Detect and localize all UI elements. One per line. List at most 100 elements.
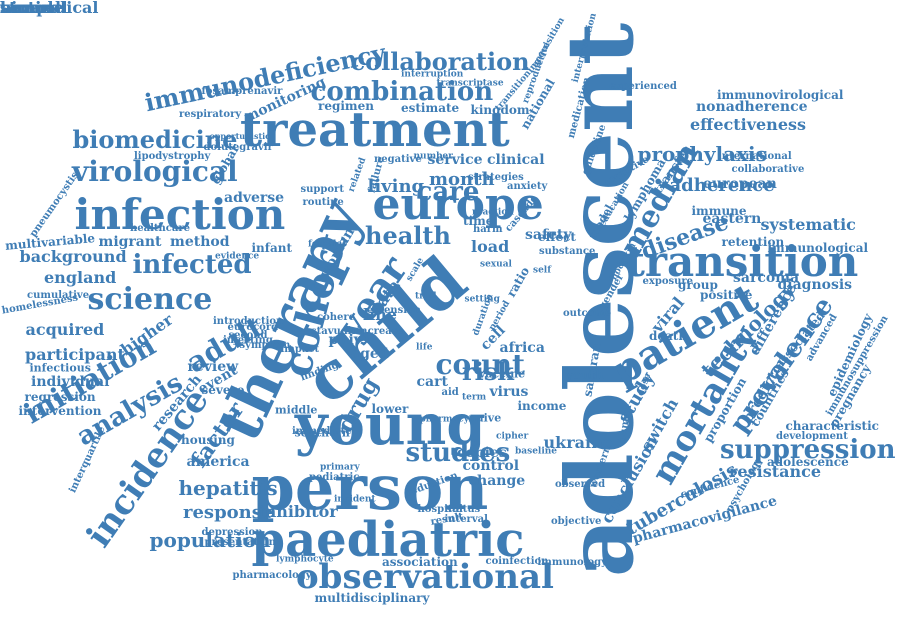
word: biomedical xyxy=(0,0,99,17)
word: collaborative xyxy=(731,164,805,175)
word: estimate xyxy=(401,101,460,115)
word: lymphocyte xyxy=(276,554,334,565)
word: presentation xyxy=(204,537,276,548)
word: care xyxy=(416,177,480,207)
word: risk xyxy=(462,357,514,386)
word: depression xyxy=(201,527,263,538)
word: vertical xyxy=(0,0,68,17)
word: line xyxy=(363,305,397,324)
word: income xyxy=(517,399,567,413)
word: strain xyxy=(0,0,53,17)
word: young xyxy=(295,392,486,458)
word: introduction xyxy=(213,316,284,327)
word: transcriptase xyxy=(436,78,504,89)
word: evidence xyxy=(215,251,260,262)
word: ukraine xyxy=(543,433,613,452)
word: biomedicine xyxy=(72,125,238,154)
word: pneumocystis xyxy=(27,170,81,240)
word: paediatric xyxy=(251,512,525,568)
word: immunovirological xyxy=(717,88,844,102)
word: incident xyxy=(334,494,376,505)
word: infectious xyxy=(29,361,91,375)
word: nonadherence xyxy=(696,99,808,115)
word: immune xyxy=(691,204,747,218)
word: health xyxy=(365,221,451,250)
word: service xyxy=(427,152,483,168)
word: hazard xyxy=(0,0,62,17)
word: international xyxy=(718,151,792,162)
word: science xyxy=(87,282,213,317)
word: fosamprenavir xyxy=(201,86,283,97)
word: housing xyxy=(181,433,235,447)
word: change xyxy=(468,473,526,489)
word: baseline xyxy=(515,446,558,457)
word: adverse xyxy=(224,190,285,206)
word: transition xyxy=(625,237,859,286)
word: term xyxy=(462,392,487,403)
word: interruption xyxy=(401,69,464,80)
word: setting xyxy=(464,294,500,305)
word: europe xyxy=(372,179,544,230)
word: cohere xyxy=(317,312,356,323)
word: treatment xyxy=(240,102,510,158)
word: virus xyxy=(489,384,529,400)
word: aid xyxy=(441,387,459,398)
word: collaboration xyxy=(350,47,530,76)
word: infant xyxy=(251,241,293,255)
word: exposure xyxy=(642,276,694,287)
word: death xyxy=(649,329,688,343)
word: method xyxy=(170,234,230,250)
word: diagnosis xyxy=(777,277,853,293)
word: female xyxy=(308,239,343,250)
word: support xyxy=(300,184,344,195)
word: number xyxy=(413,151,453,162)
word: cart xyxy=(416,374,448,390)
word: dolutegravir xyxy=(203,142,273,153)
word: youth xyxy=(566,368,604,382)
word: trial xyxy=(415,291,437,302)
word: control xyxy=(462,458,520,474)
word: reaction xyxy=(472,207,514,218)
word: harm xyxy=(473,224,503,235)
word: extension xyxy=(367,305,421,316)
word: development xyxy=(776,431,848,442)
word: positive xyxy=(700,288,753,302)
word: self xyxy=(533,265,552,276)
word: sexual xyxy=(480,259,512,270)
word: negative xyxy=(374,154,422,165)
word: systematic xyxy=(760,215,856,234)
word: lower xyxy=(371,402,409,416)
word: aged xyxy=(351,346,389,362)
word: copies xyxy=(457,445,507,461)
word: pharmacology xyxy=(232,570,312,581)
word: safety xyxy=(525,227,572,243)
word: middle xyxy=(275,403,318,417)
word: association xyxy=(382,555,458,569)
word: background xyxy=(19,247,127,266)
word: impact xyxy=(280,344,320,355)
word: observed xyxy=(555,479,606,490)
word: phiv xyxy=(328,332,362,348)
word: injecting xyxy=(223,335,273,346)
word: immunological xyxy=(767,241,869,255)
word: kingdom xyxy=(470,103,530,117)
word: pharmacy xyxy=(419,414,469,425)
word: africa xyxy=(499,340,545,356)
word: acquired xyxy=(25,320,105,339)
word: effect xyxy=(538,230,576,244)
word: hepatitis xyxy=(178,476,278,500)
word: coinfection xyxy=(485,556,549,567)
word: virological xyxy=(72,155,238,188)
word: review xyxy=(187,359,239,375)
word: european xyxy=(703,176,777,192)
word: prophylaxis xyxy=(637,142,767,166)
word: ratio xyxy=(503,264,533,300)
word: second xyxy=(228,330,268,341)
word: severe xyxy=(201,383,245,397)
word: interval xyxy=(444,514,488,525)
word: status xyxy=(446,504,481,515)
word: cumulative xyxy=(27,290,90,301)
word: stavudine xyxy=(311,326,366,337)
word: inhibitor xyxy=(258,502,338,521)
